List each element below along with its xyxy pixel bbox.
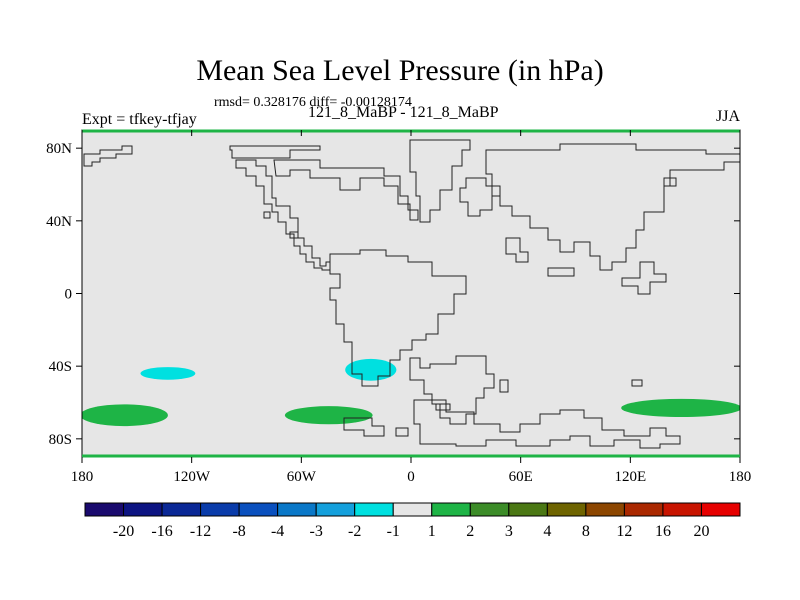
colorbar-swatch <box>546 502 587 517</box>
colorbar-swatch <box>623 502 664 517</box>
colorbar-swatch <box>238 502 279 517</box>
anomaly-regions <box>82 358 740 427</box>
season-label: JJA <box>715 108 740 125</box>
x-tick-label: 180 <box>71 469 94 485</box>
stats-label: rmsd= 0.328176 diff= -0.00128174 <box>214 95 412 110</box>
colorbar-swatch <box>123 502 163 517</box>
colorbar-label: -20 <box>113 523 134 540</box>
colorbar-label: 2 <box>466 523 474 540</box>
x-tick-label: 120E <box>614 469 646 485</box>
colorbar-label: -3 <box>310 523 323 540</box>
colorbar-swatch <box>662 502 702 517</box>
y-tick-label: 80S <box>49 432 72 448</box>
colorbar-label: 3 <box>505 523 513 540</box>
plot-background <box>82 130 740 457</box>
colorbar-label: 12 <box>616 523 632 540</box>
colorbar-swatch <box>277 502 317 517</box>
y-tick-label: 80N <box>46 141 72 157</box>
colorbar-swatch <box>469 502 510 517</box>
anomaly-region <box>621 398 740 418</box>
anomaly-region <box>284 406 373 425</box>
coastlines <box>83 139 740 449</box>
colorbar-swatch <box>508 502 548 517</box>
colorbar-label: 1 <box>428 523 436 540</box>
chart-title: Mean Sea Level Pressure (in hPa) <box>196 54 604 87</box>
x-tick-label: 180 <box>729 469 752 485</box>
colorbar-swatch <box>700 502 741 517</box>
colorbar-label: -16 <box>151 523 172 540</box>
colorbar-swatch <box>315 502 356 517</box>
anomaly-region <box>345 358 397 381</box>
colorbar-swatch <box>84 502 125 517</box>
colorbar-label: -12 <box>190 523 211 540</box>
colorbar-label: -8 <box>232 523 245 540</box>
colorbar-label: -2 <box>348 523 361 540</box>
x-tick-label: 120W <box>173 469 211 485</box>
colorbar-swatch <box>585 502 625 517</box>
anomaly-region <box>82 404 168 427</box>
colorbar-label: -1 <box>387 523 400 540</box>
colorbar-swatch <box>200 502 240 517</box>
colorbar-label: 20 <box>693 523 709 540</box>
x-tick-label: 60W <box>287 469 317 485</box>
y-tick-label: 40N <box>46 214 72 230</box>
colorbar-label: 16 <box>655 523 671 540</box>
run-label: 121_8_MaBP - 121_8_MaBP <box>308 104 499 121</box>
colorbar-label: -4 <box>271 523 284 540</box>
y-tick-label: 0 <box>65 287 73 303</box>
x-tick-label: 60E <box>509 469 533 485</box>
x-tick-label: 0 <box>407 469 415 485</box>
axes: 180 120W 60W 0 60E 120E 180 80N 40N 0 40S 80S <box>46 130 751 485</box>
anomaly-region <box>140 367 196 380</box>
experiment-label: Expt = tfkey-tfjay <box>82 111 197 128</box>
colorbar-swatch <box>431 502 471 517</box>
colorbar-label: 4 <box>543 523 551 540</box>
y-tick-label: 40S <box>49 359 72 375</box>
colorbar-swatch <box>161 502 202 517</box>
colorbar-swatch <box>354 502 394 517</box>
colorbar: -20 -16 -12 -8 -4 -3 -2 -1 1 2 3 4 8 12 16 20 <box>84 502 741 540</box>
colorbar-label: 8 <box>582 523 590 540</box>
colorbar-swatch <box>392 502 433 517</box>
